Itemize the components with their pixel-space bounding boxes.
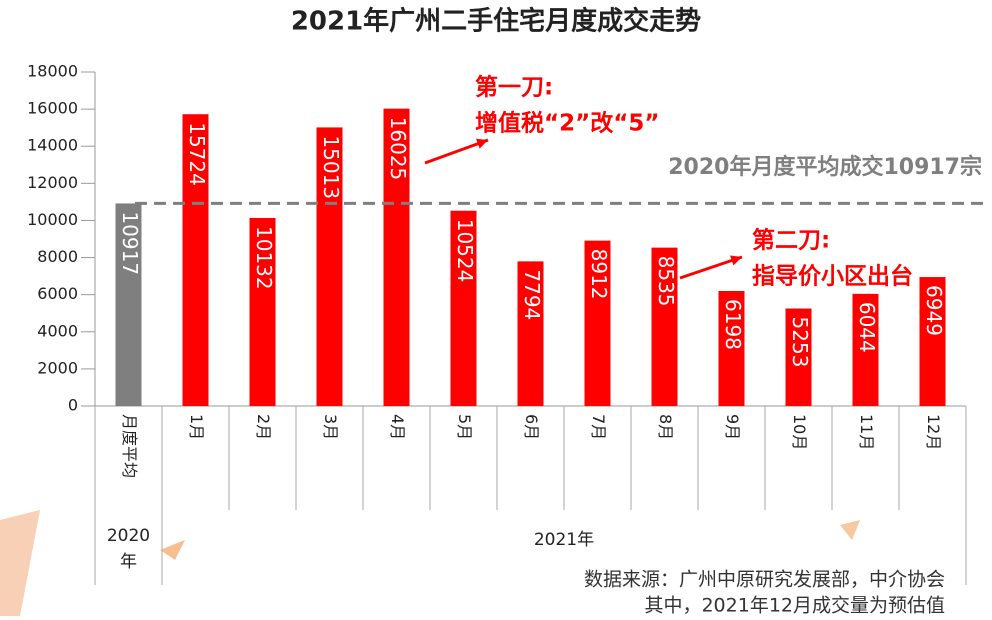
value-label: 16025 (386, 117, 410, 181)
decor (160, 540, 185, 560)
x-tick-label: 11月 (857, 414, 876, 450)
x-tick-label: 9月 (723, 414, 742, 440)
annotation: 增值税“2”改“5” (475, 110, 659, 137)
x-tick-label: 12月 (924, 414, 943, 450)
annotation-arrow (679, 255, 743, 280)
group-label: 2021年 (534, 530, 594, 550)
y-tick-label: 14000 (27, 136, 78, 155)
bar (249, 217, 276, 406)
group-label: 2020 年 (107, 526, 150, 572)
annotation: 第二刀: (752, 227, 830, 254)
annotation: 指导价小区出台 (752, 263, 913, 290)
value-label: 15013 (319, 135, 343, 199)
x-tick-label: 5月 (455, 414, 474, 440)
chart-title: 2021年广州二手住宅月度成交走势 (291, 6, 701, 37)
y-tick-label: 6000 (37, 284, 78, 303)
x-tick-label: 2月 (254, 414, 273, 440)
bar (450, 210, 477, 406)
annotation: 第一刀: (475, 74, 553, 101)
x-tick-label: 4月 (388, 414, 407, 440)
decor (0, 510, 40, 616)
x-tick-label: 6月 (522, 414, 541, 440)
value-label: 7794 (520, 269, 544, 320)
value-label: 5253 (788, 317, 812, 368)
reference-label: 2020年月度平均成交10917宗 (668, 154, 982, 180)
bar (718, 290, 745, 406)
x-tick-label: 7月 (589, 414, 608, 440)
bar (517, 261, 544, 406)
bar (115, 203, 142, 406)
x-tick-label: 8月 (656, 414, 675, 440)
bar (182, 114, 209, 406)
bar (584, 240, 611, 406)
value-label: 6044 (855, 302, 879, 353)
arrow-head (476, 138, 488, 149)
value-label: 6198 (721, 299, 745, 350)
source-note: 其中，2021年12月成交量为预估值 (644, 595, 945, 617)
value-label: 10524 (453, 219, 477, 283)
y-tick-label: 4000 (37, 321, 78, 340)
bar (383, 108, 410, 407)
y-tick-label: 2000 (37, 358, 78, 377)
y-tick-label: 16000 (27, 99, 78, 118)
y-tick-label: 10000 (27, 210, 78, 229)
x-tick-label: 月度平均 (120, 414, 139, 478)
y-tick-label: 12000 (27, 173, 78, 192)
arrow-head (730, 255, 742, 266)
bar (651, 247, 678, 406)
y-tick-label: 0 (68, 396, 78, 415)
bar (785, 308, 812, 406)
value-label: 8912 (587, 249, 611, 300)
x-tick-label: 3月 (321, 414, 340, 440)
source-note: 数据来源：广州中原研究发展部，中介协会 (584, 569, 945, 591)
value-label: 10132 (252, 226, 276, 290)
bar (919, 277, 946, 406)
value-label: 8535 (654, 256, 678, 307)
annotation-arrow (424, 138, 489, 165)
x-tick-label: 1月 (187, 414, 206, 440)
value-label: 15724 (185, 122, 209, 186)
value-label: 10917 (118, 211, 142, 275)
y-tick-label: 18000 (27, 62, 78, 81)
bar (316, 127, 343, 406)
x-tick-label: 10月 (790, 414, 809, 450)
bar (852, 293, 879, 406)
value-label: 6949 (922, 285, 946, 336)
y-tick-label: 8000 (37, 247, 78, 266)
decor (840, 520, 860, 540)
